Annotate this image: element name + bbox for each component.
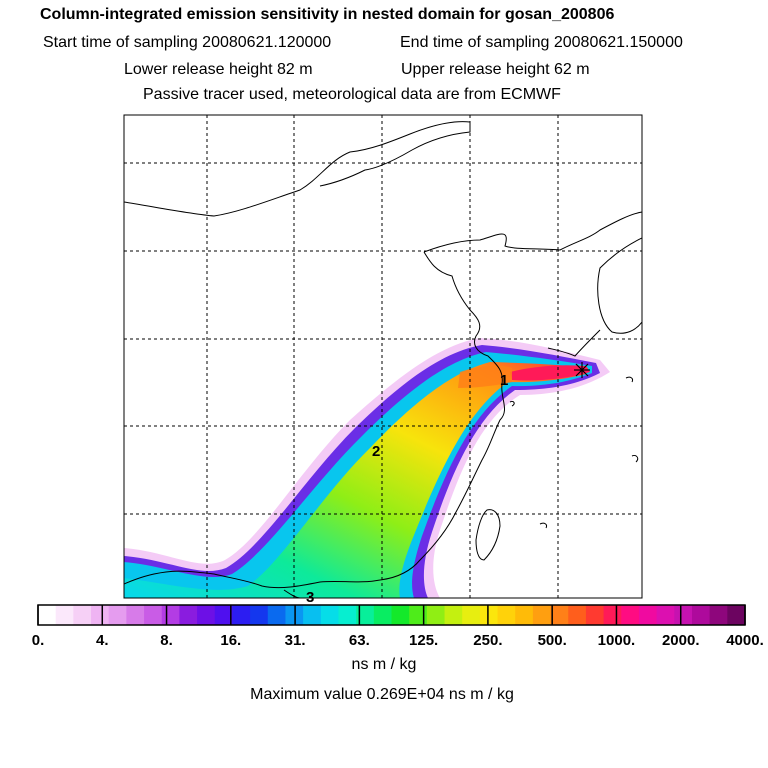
colorbar-tick-label: 1000. [598, 632, 636, 649]
colorbar-swatch [409, 605, 428, 625]
colorbar [38, 605, 746, 625]
colorbar-swatch [126, 605, 145, 625]
traj-label-1: 1 [500, 372, 508, 389]
colorbar-swatch [91, 605, 110, 625]
colorbar-swatch [267, 605, 287, 625]
colorbar-swatch [568, 605, 587, 625]
coast-south-china [124, 570, 381, 589]
end-time-label: End time of sampling 20080621.150000 [400, 34, 683, 51]
plume-orange-core [458, 365, 512, 388]
coast-japan-islands [509, 376, 639, 529]
coastlines [124, 121, 642, 598]
colorbar-tick-label: 63. [349, 632, 370, 649]
colorbar-swatch [462, 605, 481, 625]
colorbar-swatch [532, 605, 552, 625]
colorbar-swatch [73, 605, 92, 625]
colorbar-tick-label: 4. [96, 632, 109, 649]
maximum-value-label: Maximum value 0.269E+04 ns m / kg [250, 686, 514, 703]
colorbar-swatch [144, 605, 163, 625]
colorbar-swatch [38, 605, 57, 625]
colorbar-tick-label: 125. [409, 632, 438, 649]
colorbar-swatch [373, 605, 393, 625]
colorbar-tick-label: 500. [538, 632, 567, 649]
plume-core [124, 362, 588, 598]
colorbar-tick-label: 8. [160, 632, 173, 649]
colorbar-swatch [197, 605, 216, 625]
map-border [123, 114, 643, 599]
plume-field [124, 338, 610, 598]
coast-china-east [379, 251, 505, 581]
colorbar-swatch [338, 605, 357, 625]
colorbar-swatch [426, 605, 446, 625]
colorbar-ticks [37, 605, 746, 625]
colorbar-tick-label: 2000. [662, 632, 700, 649]
traj-label-2: 2 [372, 443, 380, 460]
colorbar-swatch [391, 605, 410, 625]
map-grid [124, 115, 642, 598]
colorbar-swatch [356, 605, 375, 625]
colorbar-swatch [691, 605, 711, 625]
traj-label-3: 3 [306, 589, 314, 606]
colorbar-swatch [250, 605, 269, 625]
colorbar-swatch [214, 605, 234, 625]
colorbar-tick-label: 4000. [726, 632, 764, 649]
colorbar-swatch [320, 605, 340, 625]
colorbar-swatch [621, 605, 640, 625]
start-time-label: Start time of sampling 20080621.120000 [43, 34, 332, 51]
colorbar-swatch [515, 605, 534, 625]
colorbar-swatch [603, 605, 622, 625]
coast-north [124, 121, 471, 217]
colorbar-swatch [585, 605, 605, 625]
colorbar-swatch [108, 605, 127, 625]
colorbar-swatch [161, 605, 181, 625]
chart-title: Column-integrated emission sensitivity i… [40, 6, 615, 23]
colorbar-tick-label: 16. [220, 632, 241, 649]
colorbar-units: ns m / kg [351, 656, 417, 673]
lower-release-label: Lower release height 82 m [124, 61, 313, 78]
receptor-marker [574, 362, 590, 378]
colorbar-swatch [674, 605, 693, 625]
colorbar-swatch [232, 605, 251, 625]
coast-taiwan [475, 509, 501, 561]
plume-red-core [510, 365, 590, 381]
colorbar-tick-label: 31. [285, 632, 306, 649]
colorbar-swatch [55, 605, 74, 625]
colorbar-swatch [303, 605, 322, 625]
colorbar-swatch [656, 605, 675, 625]
colorbar-swatch [638, 605, 658, 625]
colorbar-swatch [709, 605, 728, 625]
colorbar-labels: 0. 4. 8. 16. 31. 63. 125. 250. 500. 1000. 2000. 400… [32, 632, 764, 649]
colorbar-swatch [497, 605, 516, 625]
colorbar-swatch [179, 605, 198, 625]
colorbar-swatch [727, 605, 746, 625]
colorbar-swatch [444, 605, 463, 625]
upper-release-label: Upper release height 62 m [401, 61, 590, 78]
tracer-label: Passive tracer used, meteorological data… [143, 86, 561, 103]
coast-korea [423, 211, 642, 357]
colorbar-tick-label: 0. [32, 632, 45, 649]
colorbar-swatch [479, 605, 499, 625]
colorbar-swatch [550, 605, 569, 625]
colorbar-tick-label: 250. [473, 632, 502, 649]
